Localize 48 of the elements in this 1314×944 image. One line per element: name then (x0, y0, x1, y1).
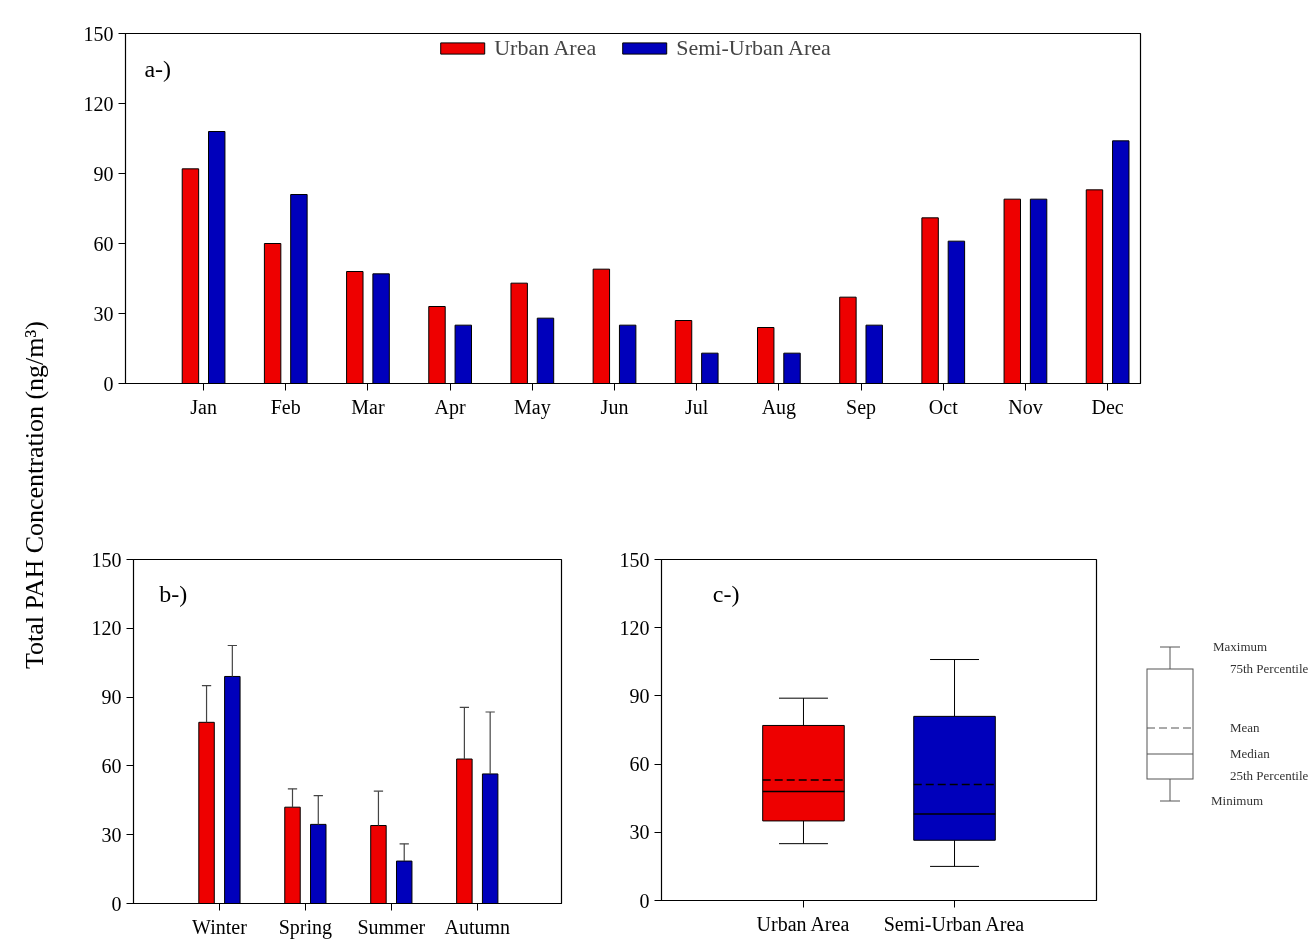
text: Median (1230, 744, 1270, 763)
x-tick-label: Nov (1008, 395, 1043, 418)
y-tick-label: 90 (629, 684, 650, 707)
x-tick-label: Winter (192, 915, 248, 938)
text: Maximum (1213, 637, 1268, 656)
x-tick-label: Mar (351, 395, 385, 418)
x-tick-label: Jul (685, 395, 709, 418)
x-tick-label: Feb (270, 395, 301, 418)
y-tick-label: 60 (93, 232, 114, 255)
x-tick-label: Summer (357, 915, 426, 938)
y-tick-label: 150 (619, 548, 650, 571)
y-tick-label: 60 (101, 754, 122, 777)
x-tick-label: Semi-Urban Area (883, 912, 1025, 935)
annotation: b-) (159, 580, 188, 607)
x-tick-label: Aug (761, 395, 797, 419)
text: Mean (1230, 718, 1260, 737)
y-tick-label: 150 (83, 22, 114, 45)
legend-label: Urban Area (494, 35, 597, 61)
y-tick-label: 30 (93, 302, 114, 325)
x-tick-label: May (513, 395, 551, 419)
x-tick-label: Autumn (444, 915, 511, 938)
y-tick-label: 120 (619, 616, 650, 639)
text: 25th Percentile (1230, 766, 1309, 785)
y-tick-label: 60 (629, 753, 650, 776)
y-tick-label: 0 (111, 892, 122, 915)
text: 75th Percentile (1230, 659, 1309, 678)
y-tick-label: 120 (91, 617, 122, 640)
annotation: c-) (712, 580, 740, 607)
y-tick-label: 30 (629, 821, 650, 844)
x-tick-label: Spring (278, 915, 333, 939)
text: Minimum (1211, 791, 1264, 810)
x-tick-label: Sep (846, 395, 877, 419)
y-tick-label: 30 (101, 823, 122, 846)
annotation: a-) (144, 55, 172, 82)
y-tick-label: 150 (91, 548, 122, 571)
y-tick-label: 120 (83, 92, 114, 115)
x-tick-label: Jan (190, 395, 217, 418)
x-tick-label: Urban Area (756, 912, 850, 935)
y-tick-label: 0 (639, 889, 650, 912)
y-tick-label: 0 (103, 372, 114, 395)
y-tick-label: 90 (101, 686, 122, 709)
x-tick-label: Apr (434, 395, 467, 419)
x-tick-label: Oct (928, 395, 959, 418)
y-axis-title: Total PAH Concentration (ng/m³) (19, 320, 51, 670)
x-tick-label: Dec (1091, 395, 1124, 418)
x-tick-label: Jun (600, 395, 629, 418)
y-tick-label: 90 (93, 162, 114, 185)
legend-label: Semi-Urban Area (676, 35, 831, 61)
